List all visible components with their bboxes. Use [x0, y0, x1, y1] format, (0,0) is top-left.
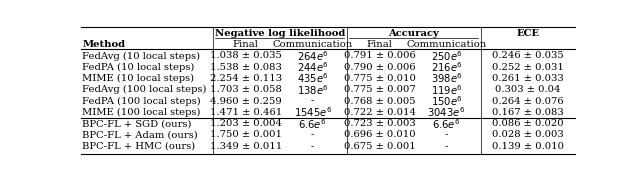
Text: MIME (10 local steps): MIME (10 local steps): [83, 74, 195, 83]
Text: 0.303 ± 0.04: 0.303 ± 0.04: [495, 85, 561, 94]
Text: BPC-FL + HMC (ours): BPC-FL + HMC (ours): [83, 142, 196, 151]
Text: FedAvg (100 local steps): FedAvg (100 local steps): [83, 85, 207, 94]
Text: Method: Method: [83, 40, 125, 49]
Text: Negative log likelihood: Negative log likelihood: [214, 29, 345, 38]
Text: -: -: [311, 130, 314, 139]
Text: 0.696 ± 0.010: 0.696 ± 0.010: [344, 130, 415, 139]
Text: $1545e^6$: $1545e^6$: [294, 105, 332, 119]
Text: ECE: ECE: [516, 29, 540, 38]
Text: 4.960 ± 0.259: 4.960 ± 0.259: [210, 97, 282, 106]
Text: 0.264 ± 0.076: 0.264 ± 0.076: [492, 97, 564, 106]
Text: 0.768 ± 0.005: 0.768 ± 0.005: [344, 97, 415, 106]
Text: 0.252 ± 0.031: 0.252 ± 0.031: [492, 63, 564, 72]
Text: 0.167 ± 0.083: 0.167 ± 0.083: [492, 108, 564, 117]
Text: $6.6e^6$: $6.6e^6$: [432, 117, 461, 131]
Text: $119e^6$: $119e^6$: [431, 83, 463, 97]
Text: 1.703 ± 0.058: 1.703 ± 0.058: [210, 85, 282, 94]
Text: $6.6e^6$: $6.6e^6$: [298, 117, 327, 131]
Text: 1.203 ± 0.004: 1.203 ± 0.004: [210, 119, 282, 128]
Text: 1.038 ± 0.035: 1.038 ± 0.035: [210, 52, 282, 60]
Text: 0.775 ± 0.007: 0.775 ± 0.007: [344, 85, 415, 94]
Text: 0.086 ± 0.020: 0.086 ± 0.020: [492, 119, 564, 128]
Text: -: -: [445, 130, 448, 139]
Text: 1.750 ± 0.001: 1.750 ± 0.001: [210, 130, 282, 139]
Text: FedPA (100 local steps): FedPA (100 local steps): [83, 97, 201, 106]
Text: -: -: [445, 142, 448, 151]
Text: 1.471 ± 0.461: 1.471 ± 0.461: [209, 108, 282, 117]
Text: 1.538 ± 0.083: 1.538 ± 0.083: [210, 63, 282, 72]
Text: 0.139 ± 0.010: 0.139 ± 0.010: [492, 142, 564, 151]
Text: 0.246 ± 0.035: 0.246 ± 0.035: [492, 52, 564, 60]
Text: 0.723 ± 0.003: 0.723 ± 0.003: [344, 119, 415, 128]
Text: Communication: Communication: [406, 40, 486, 49]
Text: -: -: [311, 142, 314, 151]
Text: $244e^6$: $244e^6$: [297, 60, 328, 74]
Text: Final: Final: [233, 40, 259, 49]
Text: 0.775 ± 0.010: 0.775 ± 0.010: [344, 74, 415, 83]
Text: $250e^6$: $250e^6$: [431, 49, 463, 63]
Text: BPC-FL + SGD (ours): BPC-FL + SGD (ours): [83, 119, 192, 128]
Text: 0.028 ± 0.003: 0.028 ± 0.003: [492, 130, 564, 139]
Text: $138e^6$: $138e^6$: [297, 83, 328, 97]
Text: $435e^6$: $435e^6$: [297, 72, 328, 85]
Text: 0.790 ± 0.006: 0.790 ± 0.006: [344, 63, 415, 72]
Text: MIME (100 local steps): MIME (100 local steps): [83, 108, 201, 117]
Text: 0.261 ± 0.033: 0.261 ± 0.033: [492, 74, 564, 83]
Text: FedPA (10 local steps): FedPA (10 local steps): [83, 63, 195, 72]
Text: -: -: [311, 97, 314, 106]
Text: 0.722 ± 0.014: 0.722 ± 0.014: [344, 108, 415, 117]
Text: Final: Final: [367, 40, 392, 49]
Text: FedAvg (10 local steps): FedAvg (10 local steps): [83, 51, 200, 60]
Text: $398e^6$: $398e^6$: [431, 72, 463, 85]
Text: Communication: Communication: [273, 40, 353, 49]
Text: $3043e^6$: $3043e^6$: [428, 105, 465, 119]
Text: BPC-FL + Adam (ours): BPC-FL + Adam (ours): [83, 130, 198, 139]
Text: 0.791 ± 0.006: 0.791 ± 0.006: [344, 52, 415, 60]
Text: 2.254 ± 0.113: 2.254 ± 0.113: [210, 74, 282, 83]
Text: 1.349 ± 0.011: 1.349 ± 0.011: [209, 142, 282, 151]
Text: $264e^6$: $264e^6$: [297, 49, 328, 63]
Text: $150e^6$: $150e^6$: [431, 94, 463, 108]
Text: Accuracy: Accuracy: [388, 29, 439, 38]
Text: 0.675 ± 0.001: 0.675 ± 0.001: [344, 142, 415, 151]
Text: $216e^6$: $216e^6$: [431, 60, 463, 74]
